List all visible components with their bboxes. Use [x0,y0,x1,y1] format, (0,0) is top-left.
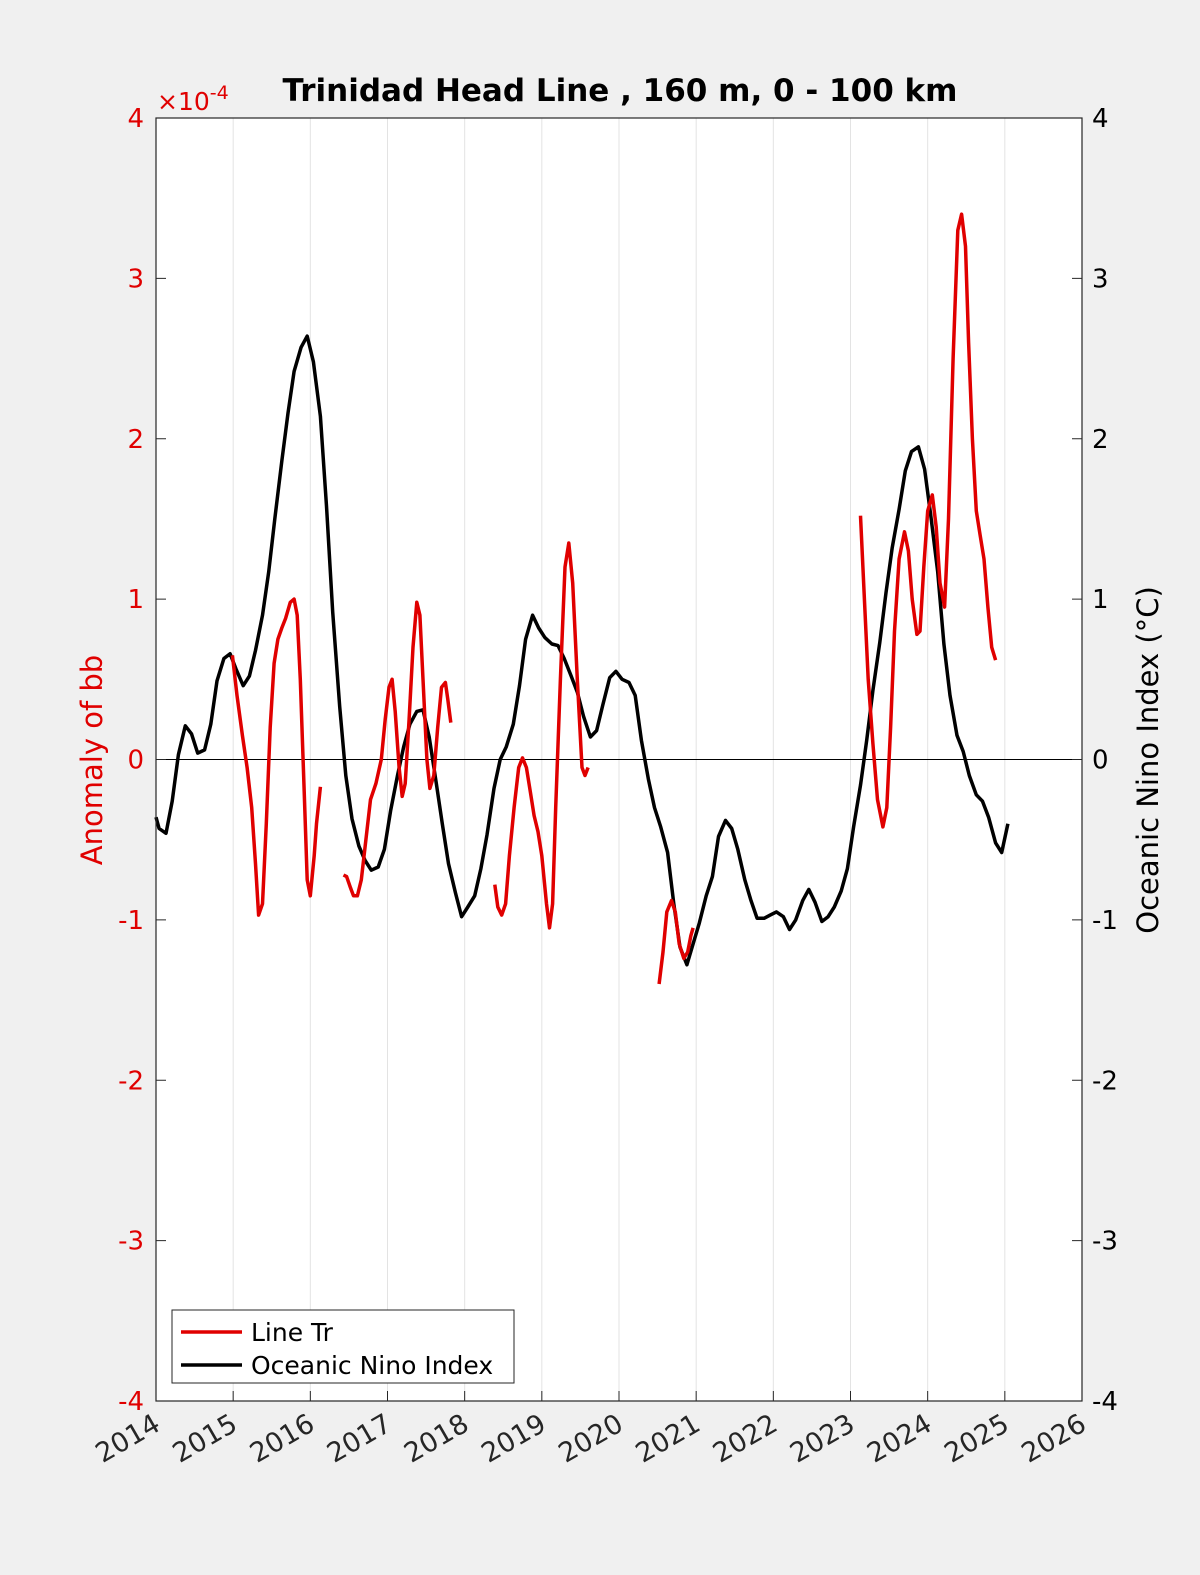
right-y-tick-label: 0 [1092,746,1109,776]
x-tick-label: 2014 [90,1408,165,1469]
x-tick-label: 2020 [553,1408,628,1469]
x-tick-label: 2023 [785,1408,860,1469]
x-tick-label: 2017 [322,1408,397,1469]
series-line-line-tr-segment-5 [858,212,998,829]
chart-title: Trinidad Head Line , 160 m, 0 - 100 km [283,73,958,109]
right-y-tick-label: -4 [1092,1387,1118,1417]
series-line-line-tr-segment-4 [657,898,695,985]
x-tick-label: 2022 [708,1408,783,1469]
right-y-tick-label: -2 [1092,1066,1118,1096]
series-line-oceanic-nino-index [154,334,1010,967]
right-y-tick-label: 1 [1092,585,1109,615]
right-y-tick-label: 4 [1092,104,1109,134]
right-y-tick-label: 3 [1092,264,1109,294]
right-y-axis-label: Oceanic Nino Index (°C) [1131,586,1165,934]
left-y-axis-label: Anomaly of bb [75,655,109,865]
legend-box [171,1309,515,1384]
x-tick-label: 2021 [631,1408,706,1469]
left-y-tick-label: 3 [127,264,144,294]
left-axis-exponent-power: -4 [210,82,229,104]
x-tick-label: 2024 [862,1408,937,1469]
legend: Line Tr Oceanic Nino Index [171,1309,515,1384]
x-tick-label: 2025 [939,1408,1014,1469]
left-y-tick-label: -2 [118,1066,144,1096]
left-y-tick-label: -4 [118,1387,144,1417]
left-y-tick-label: -3 [118,1227,144,1257]
left-axis-exponent-base: ×10 [157,87,210,116]
legend-label-line-tr: Line Tr [251,1318,334,1347]
x-tick-label: 2018 [399,1408,474,1469]
series-lines [154,212,1010,985]
x-tick-label: 2016 [245,1408,320,1469]
x-tick-label: 2026 [1016,1408,1091,1469]
series-line-line-tr-segment-2 [342,600,453,898]
x-tick-label: 2015 [168,1408,243,1469]
series-line-line-tr-segment-3 [493,541,590,930]
left-y-tick-label: 2 [127,425,144,455]
right-y-tick-label: -1 [1092,906,1118,936]
right-y-tick-label: 2 [1092,425,1109,455]
left-axis-exponent: ×10-4 [157,82,229,116]
series-line-line-tr-segment-1 [230,597,323,917]
left-y-tick-label: 0 [127,746,144,776]
x-tick-label: 2019 [476,1408,551,1469]
right-y-tick-label: -3 [1092,1227,1118,1257]
left-y-tick-label: 4 [127,104,144,134]
left-y-tick-label: -1 [118,906,144,936]
left-y-tick-label: 1 [127,585,144,615]
legend-label-oni: Oceanic Nino Index [251,1351,493,1380]
